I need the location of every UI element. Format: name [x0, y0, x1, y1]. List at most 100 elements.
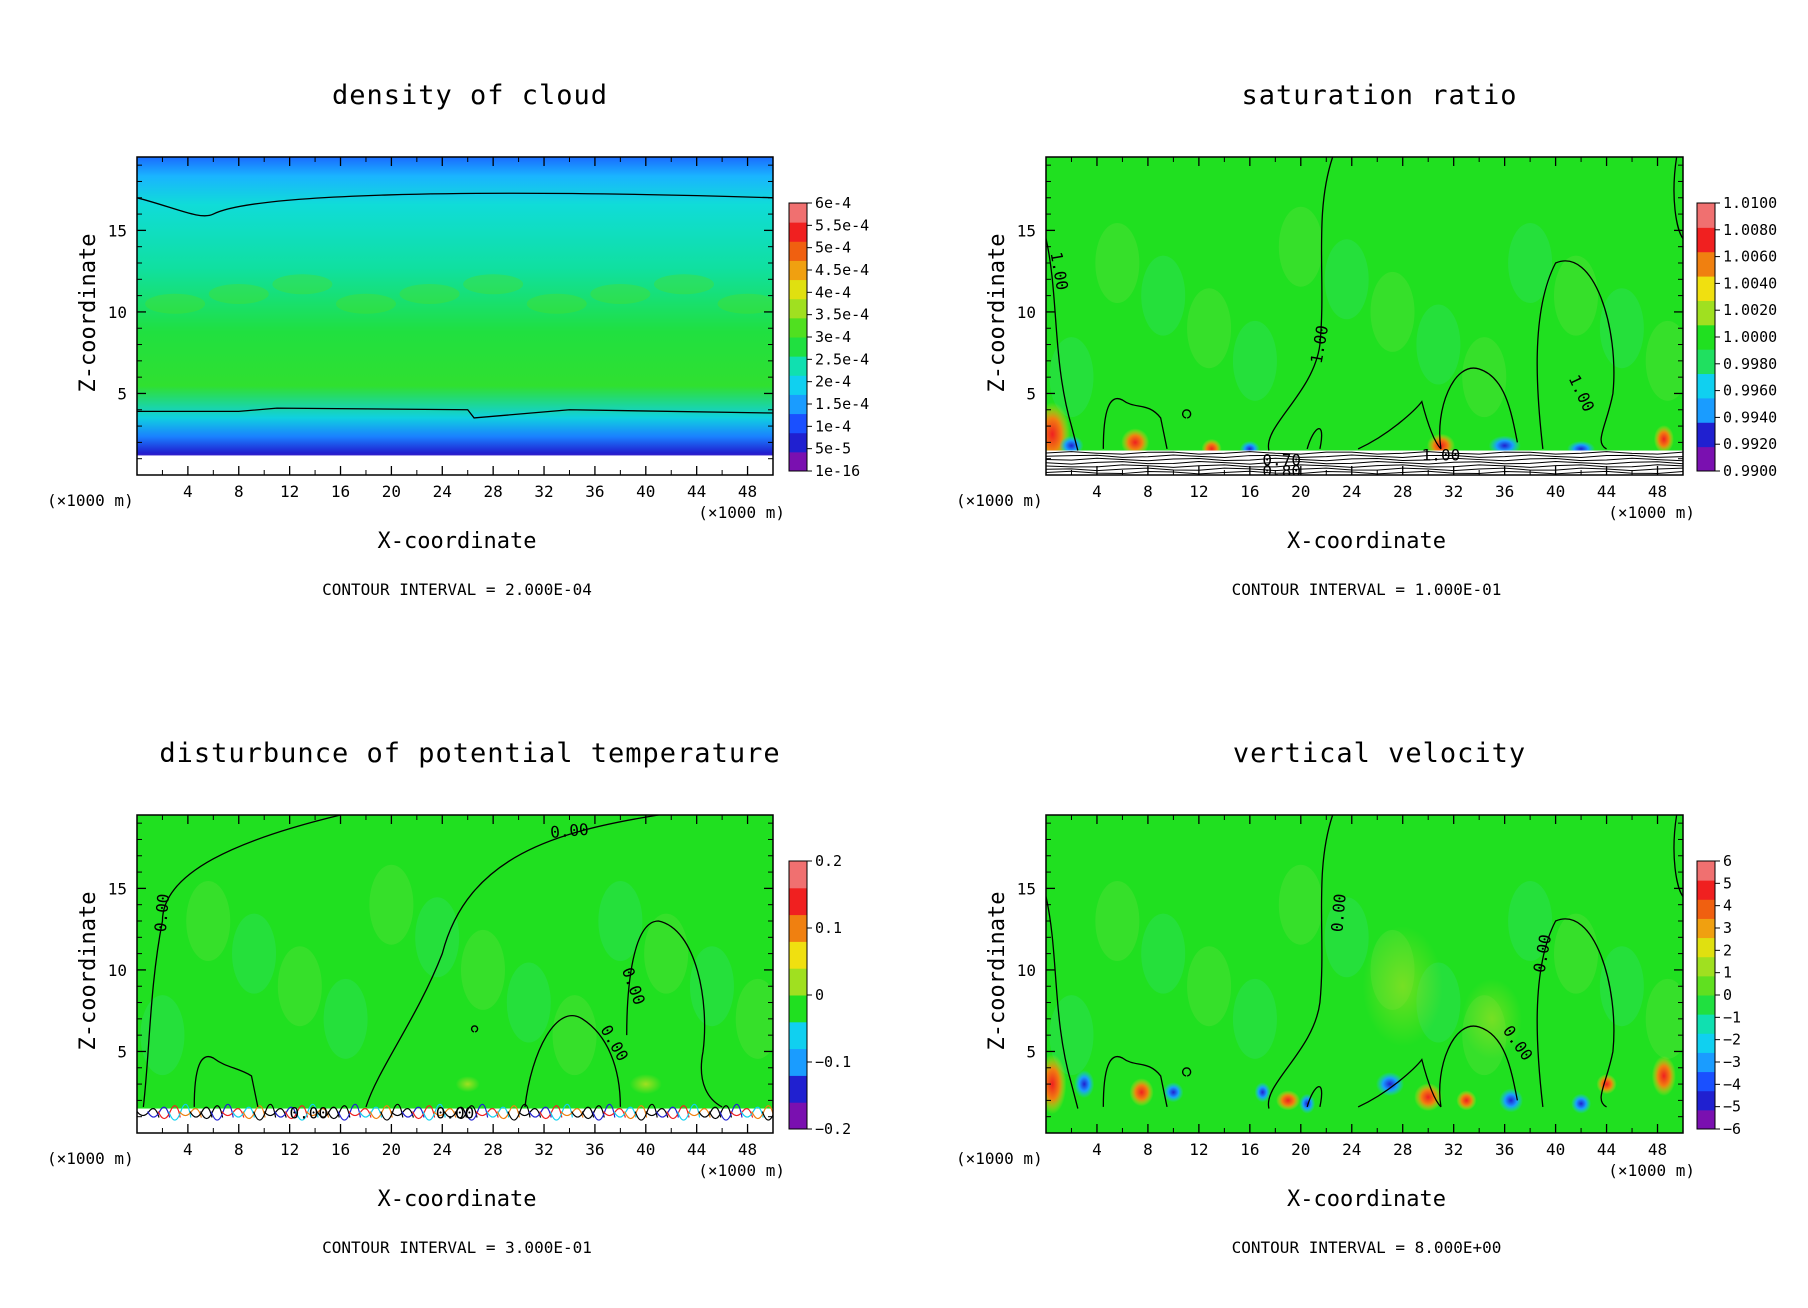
x-tick-label: 32 — [1444, 1140, 1463, 1159]
colorbar-label: 2e-4 — [815, 373, 851, 391]
colorbar-label: 6e-4 — [815, 194, 851, 212]
ground-noise — [221, 1108, 245, 1118]
colorbar-label: −3 — [1723, 1053, 1741, 1071]
field-band — [463, 274, 524, 295]
plot-frame — [136, 814, 774, 1134]
field-texture — [1141, 255, 1186, 336]
ground-noise — [274, 1106, 298, 1118]
field-texture — [1187, 946, 1232, 1027]
x-tick-label: 36 — [585, 482, 604, 501]
contour-line — [1439, 367, 1519, 450]
colorbar-label: 3 — [1723, 919, 1732, 937]
colorbar-label: −0.2 — [815, 1120, 851, 1138]
contour-line — [1102, 398, 1168, 450]
contour-line — [1673, 815, 1683, 897]
colorbar-swatch — [789, 914, 807, 942]
contour-line — [137, 407, 773, 419]
y-tick-label: 10 — [1017, 961, 1036, 980]
contour-line — [1182, 409, 1192, 419]
field-texture — [186, 881, 231, 961]
ground-noise — [390, 1108, 414, 1118]
ground-noise — [189, 1106, 213, 1118]
contour-line — [142, 815, 341, 1107]
field-texture — [1508, 223, 1553, 303]
x-tick-label: 40 — [1546, 482, 1565, 501]
updraft — [1651, 1055, 1676, 1096]
x-tick-label: 8 — [1143, 482, 1153, 501]
x-tick-label: 16 — [1240, 1140, 1259, 1159]
ground-noise — [157, 1105, 181, 1120]
ground-noise — [178, 1108, 202, 1118]
contour-line — [1306, 427, 1323, 450]
plot-frame — [1045, 156, 1684, 476]
ground-noise — [518, 1108, 542, 1118]
x-tick-label: 12 — [1189, 1140, 1208, 1159]
ground-noise — [602, 1108, 626, 1118]
ground-noise — [740, 1106, 764, 1118]
x-tick-label: 36 — [585, 1140, 604, 1159]
field-texture — [1599, 288, 1644, 369]
field-texture — [415, 897, 460, 978]
contour-interval: CONTOUR INTERVAL = 3.000E-01 — [322, 1238, 592, 1257]
field-texture — [1095, 881, 1140, 961]
x-tick-label: 4 — [183, 482, 193, 501]
contour-label: 1.00 — [1422, 445, 1461, 464]
ground-noise — [348, 1108, 372, 1118]
colorbar-swatch — [1697, 1071, 1715, 1092]
x-tick-label: 28 — [484, 1140, 503, 1159]
colorbar-swatch — [789, 861, 807, 889]
x-tick-label: 16 — [1240, 482, 1259, 501]
contour-line — [1046, 896, 1079, 1109]
colorbar-label: 0.9900 — [1723, 462, 1777, 480]
colorbar-label: 3.5e-4 — [815, 306, 869, 324]
field-texture — [1278, 864, 1323, 945]
field-texture — [1049, 337, 1094, 418]
chart-title: density of cloud — [332, 80, 608, 111]
ground-noise — [571, 1106, 595, 1118]
colorbar-swatch — [789, 241, 807, 261]
contour-label: 0.70 — [1262, 450, 1301, 469]
colorbar-label: 1.0020 — [1723, 301, 1777, 319]
contour-line — [626, 920, 723, 1108]
ground-noise — [475, 1108, 499, 1118]
ground-noise — [295, 1103, 319, 1121]
colorbar-label: 4.5e-4 — [815, 261, 869, 279]
colorbar-swatch — [1697, 975, 1715, 996]
field-texture — [1553, 913, 1598, 994]
ground-noise — [465, 1103, 489, 1121]
colorbar-label: −4 — [1723, 1075, 1741, 1093]
colorbar-label: −6 — [1723, 1120, 1741, 1138]
field-texture — [1599, 946, 1644, 1027]
x-tick-label: 44 — [1597, 1140, 1616, 1159]
x-tick-label: 40 — [636, 482, 655, 501]
colorbar-label: 4e-4 — [815, 283, 851, 301]
chart-title: disturbunce of potential temperature — [159, 738, 780, 769]
contour-label: 0.00 — [151, 893, 173, 933]
colorbar-label: 5e-5 — [815, 440, 851, 458]
downdraft — [1375, 1072, 1404, 1097]
x-tick-label: 32 — [534, 1140, 553, 1159]
colorbar-swatch — [789, 968, 807, 996]
field-plot — [137, 157, 773, 475]
colorbar-swatch — [789, 356, 807, 376]
colorbar-swatch — [789, 394, 807, 415]
contour-line — [1102, 1056, 1168, 1108]
colorbar-swatch — [1697, 899, 1715, 919]
field-texture — [1141, 913, 1186, 994]
field-texture — [369, 864, 414, 945]
colorbar-swatch — [789, 432, 807, 453]
x-unit-label-left: (×1000 m) — [47, 1149, 134, 1168]
ground-noise — [539, 1105, 563, 1120]
field-band — [335, 293, 396, 314]
contour-line — [1536, 918, 1615, 1108]
field-texture — [644, 913, 689, 994]
colorbar-label: 3e-4 — [815, 328, 851, 346]
field-texture — [1232, 978, 1277, 1059]
field-plot: 0.000.000.00 — [1046, 815, 1683, 1133]
warm-anomaly — [455, 1076, 480, 1093]
ground-noise — [687, 1108, 711, 1118]
ground-noise — [401, 1106, 425, 1118]
colorbar-swatch — [1697, 397, 1715, 423]
colorbar-swatch — [789, 1075, 807, 1103]
ground-noise — [496, 1105, 520, 1120]
